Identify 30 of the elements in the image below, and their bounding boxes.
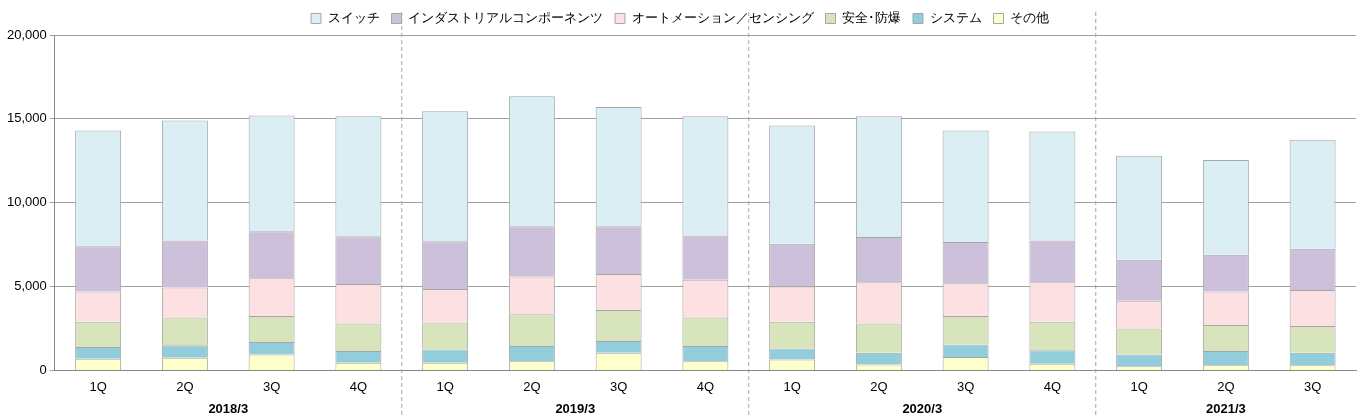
x-tick-label: 1Q — [1130, 378, 1148, 394]
y-tick-label: 15,000 — [7, 110, 47, 126]
x-tick-label: 2Q — [523, 378, 541, 394]
x-tick-label: 2Q — [870, 378, 888, 394]
x-tick-label: 1Q — [89, 378, 107, 394]
x-tick-label: 1Q — [436, 378, 454, 394]
y-tick-label: 0 — [39, 361, 47, 377]
x-tick-label: 3Q — [262, 378, 281, 394]
x-tick-label: 2Q — [176, 378, 194, 394]
text: 2021/3 — [1205, 400, 1246, 416]
y-tick-label: 20,000 — [7, 26, 47, 42]
x-tick-label: 4Q — [1043, 378, 1062, 394]
x-tick-label: 1Q — [783, 378, 801, 394]
legend-label: その他 — [1010, 10, 1049, 26]
x-tick-label: 3Q — [956, 378, 975, 394]
y-tick-label: 5,000 — [14, 278, 47, 294]
text: 2019/3 — [555, 400, 596, 416]
legend-label: 安全･防爆 — [842, 10, 901, 26]
y-tick-label: 10,000 — [7, 194, 47, 210]
legend-label: システム — [929, 10, 982, 26]
x-tick-label: 4Q — [696, 378, 715, 394]
text: 2018/3 — [208, 400, 249, 416]
text: 2020/3 — [902, 400, 943, 416]
legend-label: スイッチ — [327, 10, 380, 26]
x-tick-label: 2Q — [1217, 378, 1235, 394]
x-tick-label: 4Q — [349, 378, 368, 394]
legend-label: オートメーション／センシング — [631, 10, 815, 26]
legend-label: インダストリアルコンポーネンツ — [408, 10, 603, 26]
x-tick-label: 3Q — [1303, 378, 1322, 394]
x-tick-label: 3Q — [609, 378, 628, 394]
